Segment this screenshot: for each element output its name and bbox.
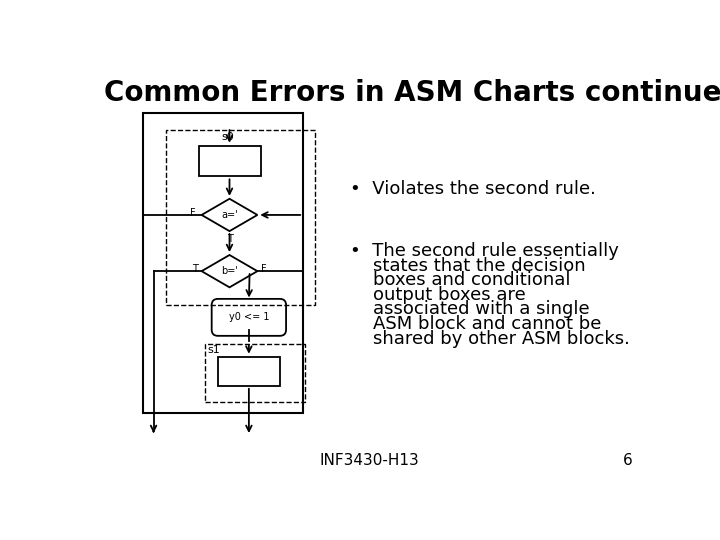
- Bar: [199, 146, 261, 177]
- Text: y0 <= 1: y0 <= 1: [229, 312, 269, 322]
- Text: T: T: [227, 234, 233, 244]
- Text: s0: s0: [222, 132, 234, 142]
- Text: shared by other ASM blocks.: shared by other ASM blocks.: [350, 330, 629, 348]
- Text: s1: s1: [208, 345, 220, 355]
- Text: F: F: [261, 264, 267, 274]
- Text: •  The second rule essentially: • The second rule essentially: [350, 242, 618, 260]
- Bar: [204, 343, 305, 402]
- Text: a=': a=': [221, 210, 238, 220]
- Bar: [218, 356, 280, 386]
- Text: states that the decision: states that the decision: [350, 256, 585, 274]
- Bar: [166, 130, 315, 305]
- Text: INF3430-H13: INF3430-H13: [319, 453, 419, 468]
- Text: output boxes are: output boxes are: [350, 286, 526, 304]
- Text: T: T: [192, 264, 198, 274]
- Text: associated with a single: associated with a single: [350, 300, 589, 319]
- Text: •  Violates the second rule.: • Violates the second rule.: [350, 180, 595, 198]
- Text: boxes and conditional: boxes and conditional: [350, 271, 570, 289]
- Bar: [143, 112, 303, 413]
- Text: F: F: [190, 208, 195, 218]
- Text: 6: 6: [623, 453, 632, 468]
- Text: Common Errors in ASM Charts continue: Common Errors in ASM Charts continue: [104, 79, 720, 107]
- Text: b=': b=': [221, 266, 238, 276]
- Text: ASM block and cannot be: ASM block and cannot be: [350, 315, 601, 333]
